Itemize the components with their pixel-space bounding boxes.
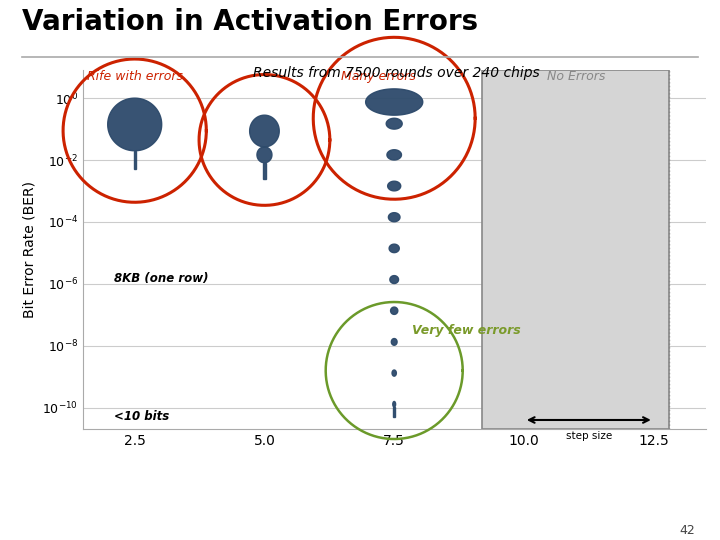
Polygon shape xyxy=(257,147,272,163)
Polygon shape xyxy=(108,98,162,151)
Text: Modern DRAM chips exhibit
significant variation in activation latency: Modern DRAM chips exhibit significant va… xyxy=(143,463,577,507)
Text: Very few errors: Very few errors xyxy=(413,325,521,338)
Polygon shape xyxy=(394,407,395,417)
Polygon shape xyxy=(134,151,136,170)
Bar xyxy=(482,70,670,429)
Polygon shape xyxy=(391,339,397,345)
Polygon shape xyxy=(366,89,423,115)
Polygon shape xyxy=(264,163,266,179)
Text: Rife with errors: Rife with errors xyxy=(86,70,183,83)
Polygon shape xyxy=(250,115,279,147)
Polygon shape xyxy=(390,275,399,284)
Polygon shape xyxy=(386,118,402,129)
Polygon shape xyxy=(387,181,401,191)
Polygon shape xyxy=(390,307,398,314)
Text: Variation in Activation Errors: Variation in Activation Errors xyxy=(22,8,478,36)
Text: <10 bits: <10 bits xyxy=(114,410,169,423)
Polygon shape xyxy=(393,401,395,407)
Text: step size: step size xyxy=(566,431,612,441)
Text: No Errors: No Errors xyxy=(546,70,605,83)
Text: Many errors: Many errors xyxy=(341,70,416,83)
Polygon shape xyxy=(388,213,400,222)
Text: 8KB (one row): 8KB (one row) xyxy=(114,272,209,285)
Polygon shape xyxy=(387,150,402,160)
Text: Results from 7500 rounds over 240 chips: Results from 7500 rounds over 240 chips xyxy=(253,66,539,80)
Y-axis label: Bit Error Rate (BER): Bit Error Rate (BER) xyxy=(22,181,37,318)
Text: 42: 42 xyxy=(679,524,695,537)
Polygon shape xyxy=(389,244,400,253)
Polygon shape xyxy=(392,370,396,376)
